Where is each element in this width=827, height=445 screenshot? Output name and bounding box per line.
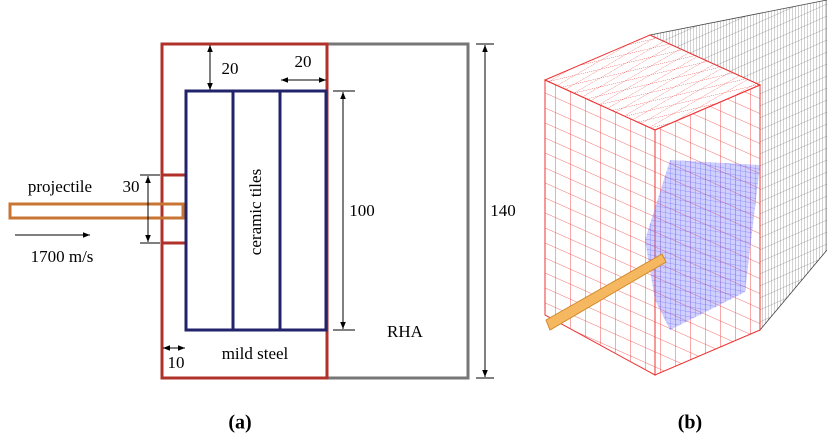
label: RHA	[387, 322, 424, 341]
label: 1700 m/s	[31, 247, 94, 266]
dimension-label: 100	[349, 201, 375, 220]
front-mesh	[545, 80, 655, 375]
dimension-label: 20	[295, 52, 312, 71]
figure: projectile 30 1700 m/s 20 20 100 140 cer…	[0, 0, 827, 445]
label: mild steel	[222, 344, 289, 363]
dimension-label: 30	[123, 177, 140, 196]
caption: (a)	[228, 412, 251, 434]
caption: (b)	[678, 412, 702, 434]
label: projectile	[28, 177, 92, 196]
dimension-label: 20	[222, 59, 239, 78]
dimension-guide	[140, 175, 160, 243]
label: ceramic tiles	[246, 169, 265, 255]
dimension-label: 140	[490, 201, 516, 220]
projectile	[10, 204, 183, 218]
panel-b: (b)	[545, 0, 827, 434]
dimension-label: 10	[168, 353, 185, 372]
panel-a: projectile 30 1700 m/s 20 20 100 140 cer…	[10, 44, 516, 434]
